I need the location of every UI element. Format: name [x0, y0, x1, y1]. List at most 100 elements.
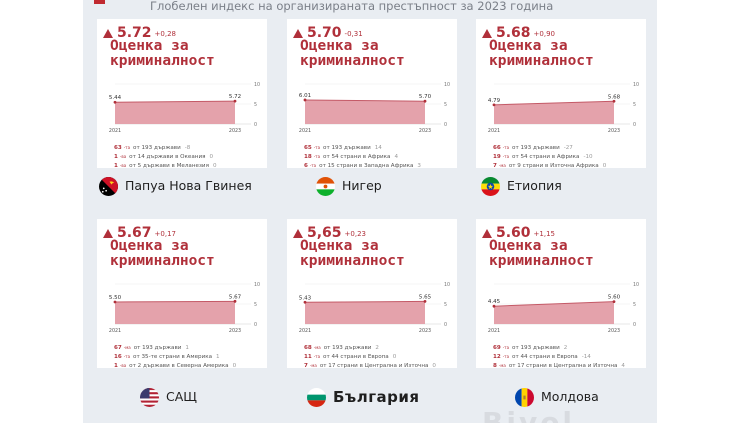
country-card: 5.70 -0,31 Оценка за криминалност 6.01 2021 5…	[287, 19, 457, 168]
y-tick-label: 5	[444, 102, 447, 108]
rank-number: 63	[114, 145, 122, 151]
score-row: 5.67 +0,17	[103, 225, 176, 241]
rank-change: 2	[375, 345, 379, 351]
rank-stat-line: 7 -ма от 9 страни в Източна Африка 0	[493, 161, 643, 168]
triangle-up-icon	[482, 29, 492, 38]
rank-suffix: -та	[123, 354, 131, 359]
rank-number: 6	[304, 163, 308, 168]
data-point	[233, 299, 237, 303]
rank-stat-line: 1 -ва от 2 държави в Северна Америка 0	[114, 361, 264, 368]
data-label: 4.45	[488, 299, 501, 305]
score-trend-chart: 5.50 2021 5.67 2023 10 5 0	[109, 282, 260, 334]
area-fill	[494, 301, 614, 324]
crime-score: 5,65	[307, 225, 342, 241]
triangle-up-icon	[482, 229, 492, 238]
rank-number: 1	[114, 163, 118, 168]
rank-number: 12	[493, 354, 501, 360]
rank-context: от 44 страни в Европа	[512, 354, 578, 360]
rank-stat-line: 8 -ма от 17 страни в Централна и Източна 4	[493, 361, 643, 368]
rank-stat-line: 63 -та от 193 държави -8	[114, 143, 264, 152]
rank-stat-line: 6 -та от 15 страни в Западна Африка 3	[304, 161, 454, 168]
x-tick-label: 2023	[419, 128, 431, 134]
data-label: 5.43	[299, 295, 312, 301]
country-label: България	[307, 387, 420, 407]
rank-stat-line: 11 -та от 44 страни в Европа 0	[304, 352, 454, 361]
x-tick-label: 2021	[109, 128, 121, 134]
rank-suffix: -та	[502, 345, 510, 350]
country-card: 5.72 +0,28 Оценка за криминалност 5.44 2021 5…	[97, 19, 267, 168]
rank-stat-line: 18 -та от 54 страни в Африка 4	[304, 152, 454, 161]
y-tick-label: 0	[633, 122, 636, 128]
rank-number: 69	[493, 345, 501, 351]
country-name: Етиопия	[507, 178, 562, 193]
triangle-up-icon	[103, 29, 113, 38]
data-point	[612, 99, 616, 103]
score-trend-chart: 5.44 2021 5.72 2023 10 5 0	[109, 82, 260, 134]
y-tick-label: 5	[633, 302, 636, 308]
y-tick-label: 10	[254, 282, 260, 288]
score-row: 5.68 +0,90	[482, 25, 555, 41]
country-card: 5.67 +0,17 Оценка за криминалност 5.50 2021 5…	[97, 219, 267, 368]
trend-line	[304, 300, 426, 303]
data-label: 5.70	[419, 94, 432, 100]
rank-number: 1	[114, 154, 118, 160]
score-change: +0,23	[344, 230, 366, 238]
x-tick-label: 2021	[109, 328, 121, 334]
country-name: САЩ	[166, 389, 197, 404]
rank-change: 14	[374, 145, 382, 151]
rank-change: 0	[392, 354, 397, 360]
triangle-up-icon	[293, 229, 303, 238]
triangle-up-icon	[103, 229, 113, 238]
rank-number: 7	[304, 363, 308, 368]
rank-number: 11	[304, 354, 312, 360]
country-label: САЩ	[140, 387, 197, 407]
rank-change: 0	[209, 154, 214, 160]
rank-change: -27	[563, 145, 573, 151]
score-trend-chart: 4.45 2021 5.60 2023 10 5 0	[488, 282, 639, 334]
score-change: +0,28	[154, 30, 176, 38]
y-tick-label: 5	[444, 302, 447, 308]
rank-stat-line: 19 -та от 54 страни в Африка -10	[493, 152, 643, 161]
rank-stat-line: 65 -та от 193 държави 14	[304, 143, 454, 152]
card-heading: Оценка за криминалност	[489, 38, 594, 69]
rank-number: 66	[493, 145, 501, 151]
y-tick-label: 10	[444, 282, 450, 288]
trend-line	[114, 300, 236, 303]
score-trend-chart: 6.01 2021 5.70 2023 10 5 0	[299, 82, 450, 134]
rank-context: от 193 държави	[323, 345, 372, 351]
area-fill	[115, 301, 235, 324]
rank-suffix: -ма	[498, 363, 506, 368]
rank-context: от 193 държави	[133, 145, 181, 151]
rank-change: 3	[417, 163, 421, 168]
y-tick-label: 10	[633, 82, 639, 88]
niger-flag-icon	[316, 176, 335, 196]
rank-stat-line: 68 -ма от 193 държави 2	[304, 343, 454, 352]
rank-context: от 193 държави	[323, 145, 371, 151]
rank-number: 67	[114, 345, 122, 351]
x-tick-label: 2023	[608, 328, 620, 334]
y-tick-label: 5	[254, 102, 257, 108]
rank-number: 16	[114, 354, 122, 360]
rank-context: от 15 страни в Западна Африка	[319, 163, 414, 168]
country-label: Папуа Нова Гвинея	[99, 176, 252, 196]
country-label: Нигер	[316, 176, 382, 196]
country-name: България	[333, 388, 420, 406]
rank-suffix: -ма	[498, 163, 506, 168]
rank-context: от 54 страни в Африка	[512, 154, 580, 160]
rank-stats: 67 -ма от 193 държави 1 16 -та от 35-те страни…	[114, 343, 264, 368]
rank-stats: 65 -та от 193 държави 14 18 -та от 54 страни в…	[304, 143, 454, 168]
score-trend-chart: 4.79 2021 5.68 2023 10 5 0	[488, 82, 639, 134]
rank-stat-line: 1 -ва от 5 държави в Меланезия 0	[114, 161, 264, 168]
rank-change: -8	[184, 145, 191, 151]
crime-score: 5.60	[496, 225, 531, 241]
bulgaria-flag-icon	[307, 387, 326, 407]
usa-flag-icon	[140, 387, 159, 407]
score-change: +0,90	[533, 30, 555, 38]
rank-context: от 17 страни в Централна и Източна	[319, 363, 429, 368]
x-tick-label: 2023	[608, 128, 620, 134]
rank-suffix: -ма	[309, 363, 317, 368]
score-row: 5.60 +1,15	[482, 225, 555, 241]
rank-stat-line: 16 -та от 35-те страни в Америка 1	[114, 352, 264, 361]
rank-stat-line: 66 -та от 193 държави -27	[493, 143, 643, 152]
rank-suffix: -та	[313, 354, 321, 359]
